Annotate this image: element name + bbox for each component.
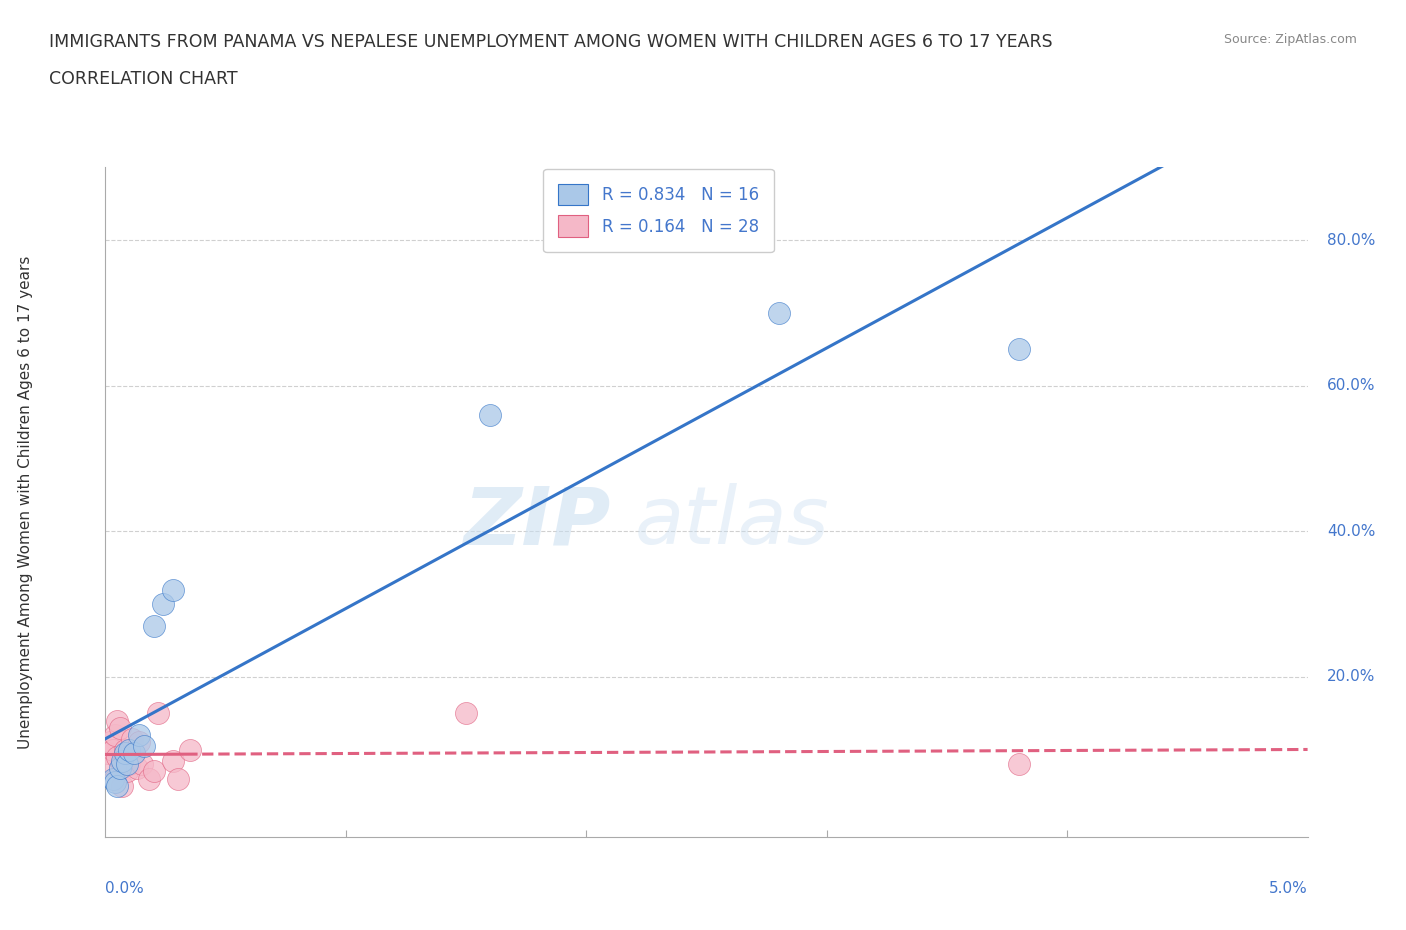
Point — [104, 771, 127, 786]
Text: 80.0%: 80.0% — [1327, 232, 1375, 247]
Point — [111, 753, 134, 768]
Point — [124, 746, 146, 761]
Text: Unemployment Among Women with Children Ages 6 to 17 years: Unemployment Among Women with Children A… — [18, 256, 32, 749]
Text: Source: ZipAtlas.com: Source: ZipAtlas.com — [1223, 33, 1357, 46]
Point — [115, 757, 138, 772]
Point — [162, 753, 184, 768]
Point — [108, 721, 131, 736]
Point — [111, 757, 134, 772]
Point — [132, 738, 155, 753]
Text: 5.0%: 5.0% — [1268, 881, 1308, 896]
Text: CORRELATION CHART: CORRELATION CHART — [49, 70, 238, 87]
Point — [128, 735, 150, 750]
Point — [138, 771, 160, 786]
Point — [111, 778, 134, 793]
Point — [98, 735, 121, 750]
Point — [118, 742, 141, 757]
Text: IMMIGRANTS FROM PANAMA VS NEPALESE UNEMPLOYMENT AMONG WOMEN WITH CHILDREN AGES 6: IMMIGRANTS FROM PANAMA VS NEPALESE UNEMP… — [49, 33, 1053, 50]
Point — [124, 746, 146, 761]
Point — [125, 761, 148, 776]
Point — [107, 778, 129, 793]
Point — [128, 727, 150, 742]
Point — [104, 775, 127, 790]
Text: 20.0%: 20.0% — [1327, 670, 1375, 684]
Point — [114, 750, 136, 764]
Point — [142, 764, 165, 779]
Point — [104, 727, 127, 742]
Legend: R = 0.834   N = 16, R = 0.164   N = 28: R = 0.834 N = 16, R = 0.164 N = 28 — [543, 169, 773, 252]
Text: ZIP: ZIP — [463, 484, 610, 562]
Point — [479, 407, 502, 422]
Point — [148, 706, 170, 721]
Point — [101, 742, 124, 757]
Point — [114, 746, 136, 761]
Point — [97, 746, 120, 761]
Point — [142, 618, 165, 633]
Text: 40.0%: 40.0% — [1327, 524, 1375, 538]
Text: 60.0%: 60.0% — [1327, 379, 1375, 393]
Point — [107, 713, 129, 728]
Text: atlas: atlas — [634, 484, 830, 562]
Point — [107, 750, 129, 764]
Point — [152, 597, 174, 612]
Point — [454, 706, 477, 721]
Text: 0.0%: 0.0% — [105, 881, 145, 896]
Point — [166, 771, 188, 786]
Point — [118, 757, 141, 772]
Point — [101, 771, 124, 786]
Point — [115, 764, 138, 779]
Point — [108, 761, 131, 776]
Point — [179, 742, 201, 757]
Point — [131, 757, 153, 772]
Point — [1008, 757, 1031, 772]
Point — [162, 582, 184, 597]
Point — [121, 731, 143, 746]
Point — [1008, 342, 1031, 357]
Point — [98, 757, 121, 772]
Point — [114, 742, 136, 757]
Point — [768, 306, 790, 321]
